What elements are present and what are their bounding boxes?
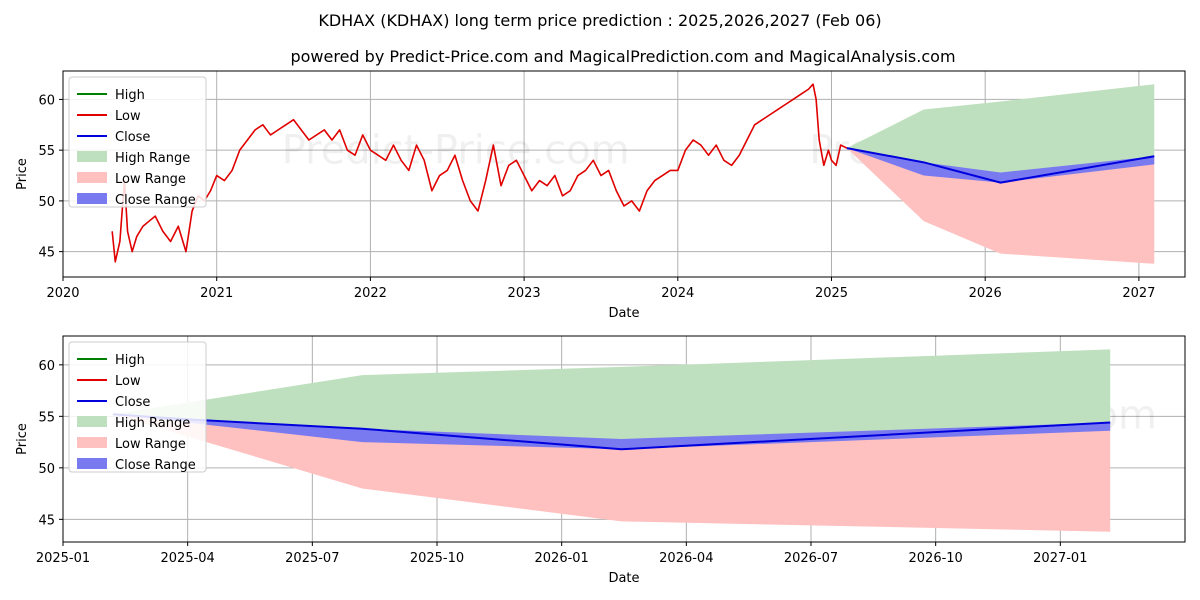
y-axis-label: Price [15, 423, 30, 455]
legend-label: Close [115, 130, 150, 145]
y-tick-label: 55 [38, 144, 55, 159]
low-series-line [111, 83, 848, 263]
x-tick-label: 2020 [46, 286, 79, 301]
x-tick-label: 2022 [354, 286, 387, 301]
x-tick-label: 2021 [200, 286, 233, 301]
legend-high-range-patch [77, 151, 107, 162]
legend-label: High Range [115, 416, 190, 431]
y-tick-label: 55 [38, 410, 55, 425]
chart-title: KDHAX (KDHAX) long term price prediction… [318, 11, 881, 30]
y-tick-label: 45 [38, 513, 55, 528]
x-tick-label: 2025-07 [285, 551, 339, 566]
x-tick-label: 2025-04 [161, 551, 215, 566]
legend: High Low Close High Range Low Range Close Ran… [68, 76, 207, 208]
legend: High Low Close High Range Low Range Close Ran… [68, 341, 207, 473]
high-range-band [112, 349, 1111, 450]
legend-label: High Range [115, 151, 190, 166]
low-range-band [112, 414, 1111, 532]
x-tick-label: 2027 [1122, 286, 1155, 301]
x-axis-label: Date [608, 571, 639, 586]
plot-area [111, 83, 1155, 264]
legend-low-range-patch [77, 437, 107, 448]
legend-label: Close Range [115, 458, 196, 473]
legend-label: High [115, 353, 145, 368]
legend-label: High [115, 88, 145, 103]
x-tick-label: 2024 [661, 286, 694, 301]
legend-high-range-patch [77, 416, 107, 427]
x-tick-label: 2025-10 [410, 551, 464, 566]
x-tick-label: 2025-01 [36, 551, 90, 566]
x-tick-label: 2026 [969, 286, 1002, 301]
y-tick-label: 60 [38, 359, 55, 374]
plot-area [112, 349, 1111, 532]
legend-label: Close Range [115, 193, 196, 208]
x-tick-label: 2026-10 [909, 551, 963, 566]
x-tick-label: 2026-04 [659, 551, 713, 566]
legend-label: Low [115, 109, 141, 124]
top-chart-panel: Predict-Price.comPredict-Price.com202020… [15, 70, 1186, 321]
bottom-chart-panel: Predict-Price.comPredict-Price.com2025-0… [15, 335, 1186, 586]
axes-frame [62, 335, 1186, 543]
watermark-text: Predict-Price.com [282, 127, 630, 173]
x-tick-label: 2026-07 [784, 551, 838, 566]
legend-close-range-patch [77, 193, 107, 204]
low-range-band [846, 148, 1155, 264]
close-series-line [846, 147, 1155, 184]
x-tick-label: 2027-01 [1033, 551, 1087, 566]
legend-label: Low [115, 374, 141, 389]
x-tick-label: 2026-01 [535, 551, 589, 566]
y-tick-label: 50 [38, 462, 55, 477]
legend-low-range-patch [77, 172, 107, 183]
y-tick-label: 60 [38, 93, 55, 108]
axes-frame [62, 70, 1186, 278]
legend-label: Low Range [115, 172, 186, 187]
legend-label: Close [115, 395, 150, 410]
legend-close-range-patch [77, 458, 107, 469]
y-axis-label: Price [15, 158, 30, 190]
high-range-band [846, 84, 1155, 183]
y-tick-label: 50 [38, 195, 55, 210]
close-range-band [846, 148, 1155, 183]
close-range-band [112, 414, 1111, 450]
chart-subtitle: powered by Predict-Price.com and Magical… [290, 47, 955, 66]
x-axis-label: Date [608, 306, 639, 321]
legend-label: Low Range [115, 437, 186, 452]
x-tick-label: 2025 [815, 286, 848, 301]
y-tick-label: 45 [38, 246, 55, 261]
x-tick-label: 2023 [508, 286, 541, 301]
